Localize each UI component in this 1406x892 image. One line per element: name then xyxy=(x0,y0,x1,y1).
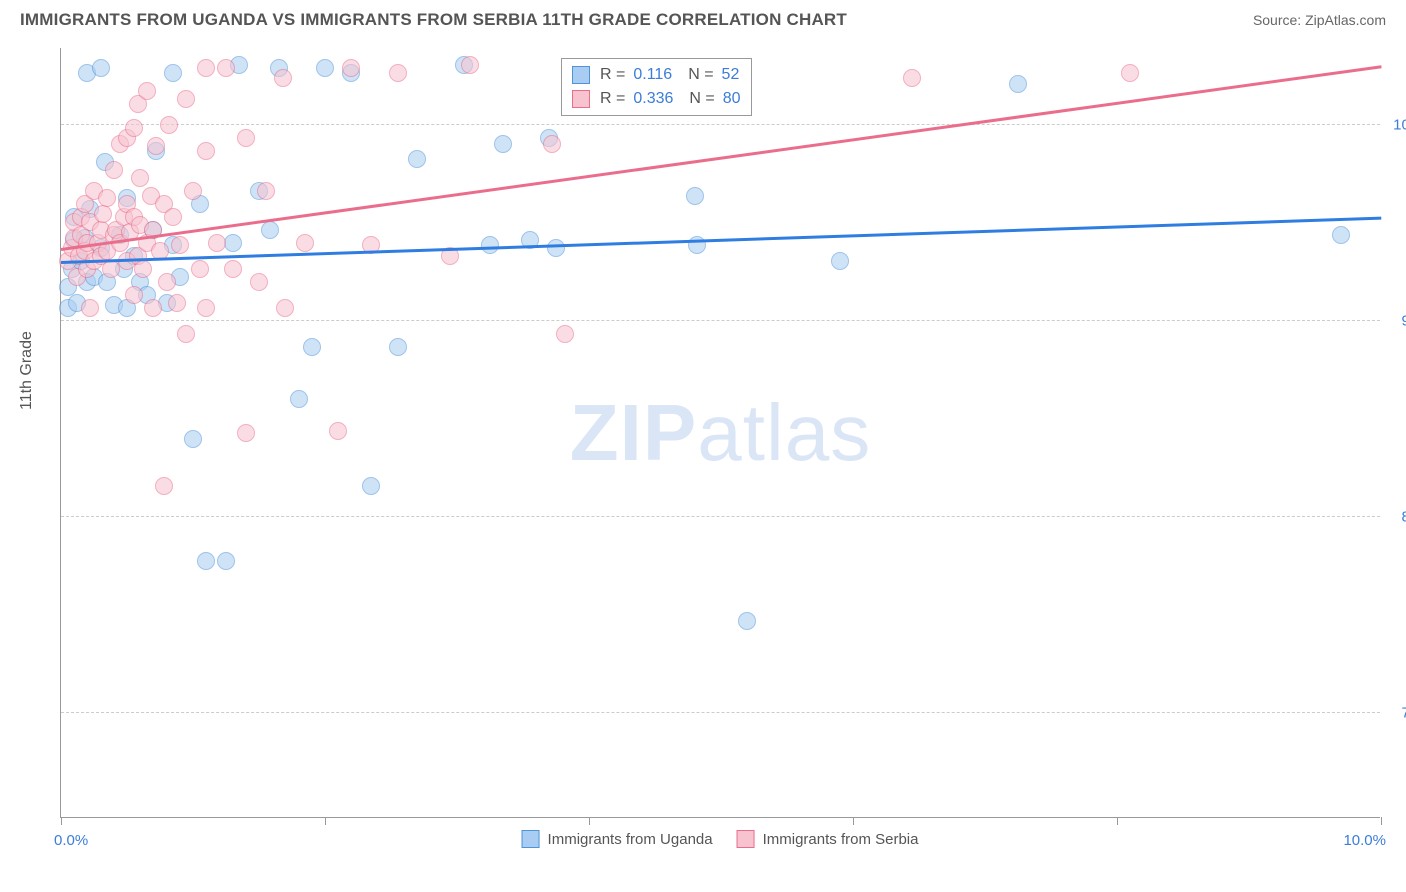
legend-correlation: R = 0.116 N = 52 R = 0.336 N = 80 xyxy=(561,58,752,116)
gridline xyxy=(61,320,1380,321)
data-point xyxy=(362,477,380,495)
scatter-chart: ZIPatlas 77.5%85.0%92.5%100.0%R = 0.116 … xyxy=(60,48,1380,818)
data-point xyxy=(408,150,426,168)
data-point xyxy=(290,390,308,408)
gridline xyxy=(61,712,1380,713)
data-point xyxy=(197,552,215,570)
data-point xyxy=(171,236,189,254)
data-point xyxy=(125,286,143,304)
legend-row: R = 0.116 N = 52 xyxy=(572,63,741,87)
data-point xyxy=(237,129,255,147)
data-point xyxy=(168,294,186,312)
data-point xyxy=(105,161,123,179)
data-point xyxy=(217,552,235,570)
legend-swatch xyxy=(572,66,590,84)
data-point xyxy=(1009,75,1027,93)
data-point xyxy=(303,338,321,356)
data-point xyxy=(94,205,112,223)
chart-title: IMMIGRANTS FROM UGANDA VS IMMIGRANTS FRO… xyxy=(20,10,847,30)
x-tick xyxy=(1117,817,1118,825)
data-point xyxy=(224,234,242,252)
data-point xyxy=(131,169,149,187)
x-tick xyxy=(589,817,590,825)
y-tick-label: 92.5% xyxy=(1401,313,1406,330)
data-point xyxy=(342,59,360,77)
data-point xyxy=(903,69,921,87)
gridline xyxy=(61,516,1380,517)
data-point xyxy=(177,325,195,343)
y-tick-label: 77.5% xyxy=(1401,704,1406,721)
data-point xyxy=(494,135,512,153)
data-point xyxy=(160,116,178,134)
legend-swatch xyxy=(572,90,590,108)
x-tick xyxy=(61,817,62,825)
data-point xyxy=(92,59,110,77)
data-point xyxy=(556,325,574,343)
data-point xyxy=(208,234,226,252)
data-point xyxy=(81,299,99,317)
data-point xyxy=(543,135,561,153)
data-point xyxy=(461,56,479,74)
data-point xyxy=(134,260,152,278)
legend-stats: R = 0.116 N = 52 xyxy=(600,66,739,84)
x-tick xyxy=(325,817,326,825)
data-point xyxy=(274,69,292,87)
data-point xyxy=(686,187,704,205)
legend-swatch xyxy=(522,830,540,848)
data-point xyxy=(191,260,209,278)
y-tick-label: 100.0% xyxy=(1393,117,1406,134)
legend-stats: R = 0.336 N = 80 xyxy=(600,90,741,108)
data-point xyxy=(389,338,407,356)
y-axis-label: 11th Grade xyxy=(18,331,36,410)
data-point xyxy=(1121,64,1139,82)
data-point xyxy=(316,59,334,77)
legend-item: Immigrants from Uganda xyxy=(522,830,713,848)
y-tick-label: 85.0% xyxy=(1401,508,1406,525)
data-point xyxy=(155,477,173,495)
legend-label: Immigrants from Serbia xyxy=(763,831,919,848)
data-point xyxy=(177,90,195,108)
data-point xyxy=(738,612,756,630)
data-point xyxy=(276,299,294,317)
gridline xyxy=(61,124,1380,125)
data-point xyxy=(98,189,116,207)
data-point xyxy=(184,430,202,448)
data-point xyxy=(257,182,275,200)
data-point xyxy=(250,273,268,291)
data-point xyxy=(547,239,565,257)
data-point xyxy=(158,273,176,291)
legend-label: Immigrants from Uganda xyxy=(548,831,713,848)
data-point xyxy=(197,299,215,317)
data-point xyxy=(147,137,165,155)
x-axis: 0.0% Immigrants from UgandaImmigrants fr… xyxy=(60,828,1380,858)
legend-swatch xyxy=(737,830,755,848)
data-point xyxy=(125,119,143,137)
data-point xyxy=(329,422,347,440)
data-point xyxy=(224,260,242,278)
data-point xyxy=(164,64,182,82)
x-axis-max-label: 10.0% xyxy=(1343,832,1386,849)
trend-line xyxy=(61,217,1381,264)
legend-bottom: Immigrants from Uganda Immigrants from Se… xyxy=(522,830,919,848)
watermark: ZIPatlas xyxy=(570,387,871,479)
data-point xyxy=(164,208,182,226)
data-point xyxy=(1332,226,1350,244)
data-point xyxy=(296,234,314,252)
data-point xyxy=(138,82,156,100)
source-label: Source: ZipAtlas.com xyxy=(1253,12,1386,28)
x-tick xyxy=(853,817,854,825)
data-point xyxy=(197,59,215,77)
legend-item: Immigrants from Serbia xyxy=(737,830,919,848)
data-point xyxy=(217,59,235,77)
data-point xyxy=(197,142,215,160)
data-point xyxy=(831,252,849,270)
data-point xyxy=(144,299,162,317)
data-point xyxy=(237,424,255,442)
x-tick xyxy=(1381,817,1382,825)
x-axis-min-label: 0.0% xyxy=(54,832,88,849)
legend-row: R = 0.336 N = 80 xyxy=(572,87,741,111)
data-point xyxy=(261,221,279,239)
data-point xyxy=(184,182,202,200)
data-point xyxy=(389,64,407,82)
